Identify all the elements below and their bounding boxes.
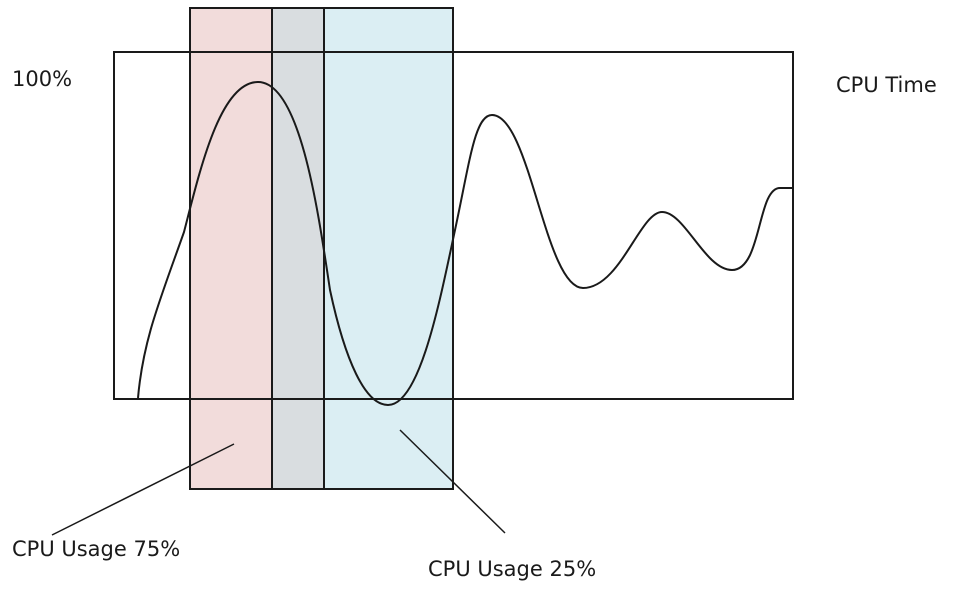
- usage-high-label: CPU Usage 75%: [12, 537, 180, 561]
- plot-frame: [113, 51, 794, 400]
- cpu-time-label: CPU Time: [836, 73, 937, 97]
- usage-low-label: CPU Usage 25%: [428, 557, 596, 581]
- low-usage-band-outline: [271, 7, 454, 490]
- overlap-band: [272, 8, 324, 489]
- usage-low-leader-line: [399, 429, 506, 534]
- y-max-label: 100%: [12, 67, 72, 91]
- usage-high-leader-line: [51, 443, 235, 536]
- cpu-usage-curve: [137, 80, 793, 407]
